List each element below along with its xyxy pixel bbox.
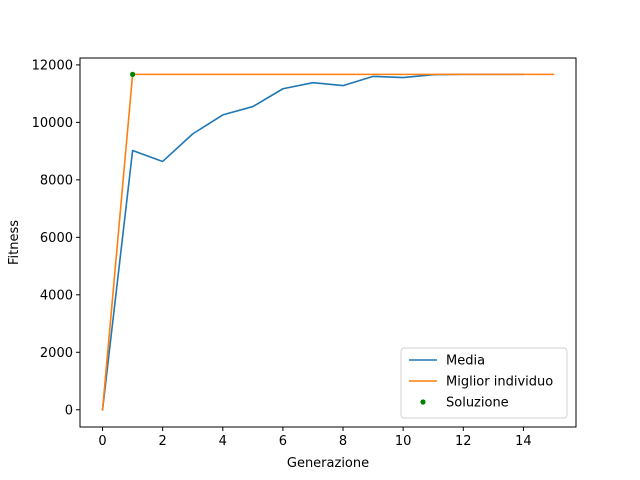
x-tick-label: 12 (455, 434, 472, 449)
legend: Media Miglior individuo Soluzione (400, 347, 568, 419)
x-axis: 0 2 4 6 8 10 12 14 (98, 427, 532, 449)
y-tick-label: 8000 (40, 173, 73, 188)
x-tick-label: 0 (98, 434, 106, 449)
y-tick-label: 10000 (32, 116, 73, 131)
series-point-soluzione (130, 71, 136, 77)
y-tick-label: 12000 (32, 58, 73, 73)
legend-label: Media (446, 354, 485, 369)
legend-box (400, 347, 568, 419)
legend-swatch (420, 399, 426, 405)
x-tick-label: 2 (159, 434, 167, 449)
x-tick-label: 8 (339, 434, 347, 449)
series-line-miglior-individuo (101, 73, 555, 411)
legend-label: Miglior individuo (446, 375, 553, 390)
x-tick-label: 10 (395, 434, 412, 449)
y-tick-label: 4000 (40, 288, 73, 303)
y-tick-label: 2000 (40, 346, 73, 361)
y-axis: 0 2000 4000 6000 8000 10000 12000 (32, 58, 80, 418)
chart-marks (101, 71, 555, 411)
x-axis-label: Generazione (287, 456, 369, 471)
x-tick-label: 14 (515, 434, 532, 449)
y-tick-label: 6000 (40, 231, 73, 246)
x-tick-label: 4 (219, 434, 227, 449)
plot-frame (79, 57, 577, 428)
y-tick-label: 0 (65, 403, 73, 418)
x-tick-label: 6 (279, 434, 287, 449)
y-axis-label: Fitness (7, 220, 22, 265)
legend-label: Soluzione (446, 396, 509, 411)
